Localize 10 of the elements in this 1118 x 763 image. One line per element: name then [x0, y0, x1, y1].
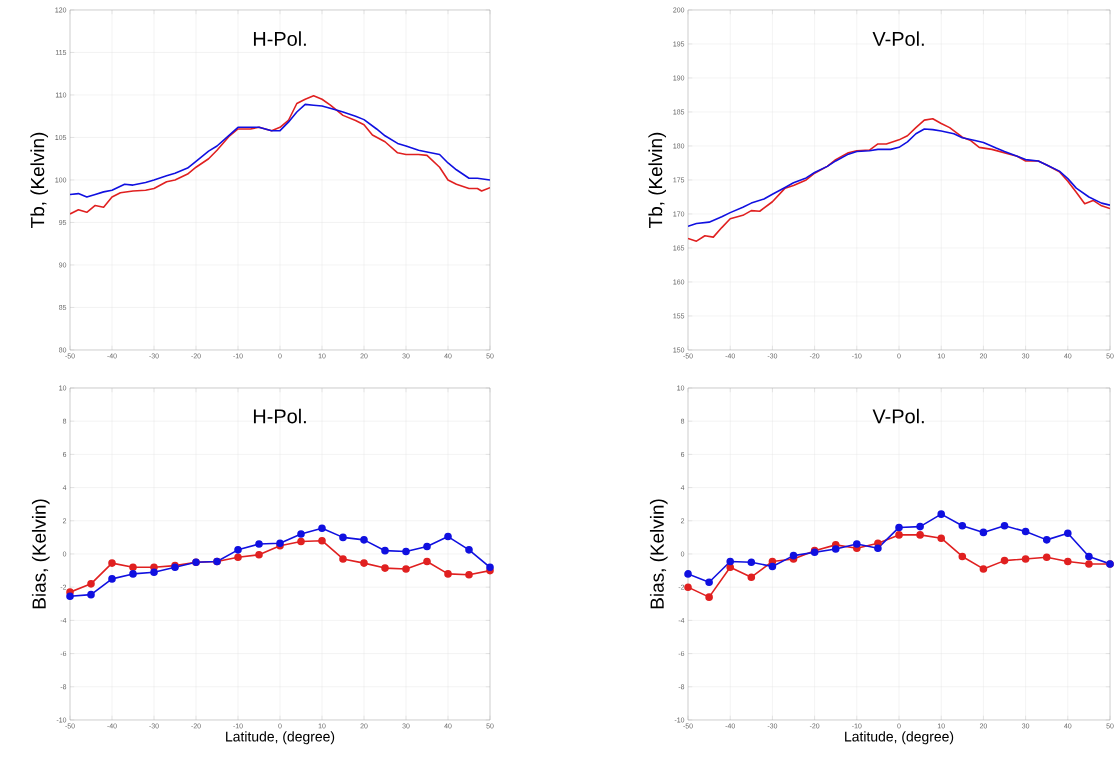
x-axis-title: Latitude, (degree) [845, 731, 954, 745]
text: V-Pol. [872, 408, 924, 424]
y-axis-title: Bias, (Kelvin) [31, 499, 50, 609]
x-axis-title: Latitude, (degree) [226, 731, 335, 745]
y-axis-title: Bias, (Kelvin) [649, 499, 668, 609]
y-axis-title: Tb, (Kelvin) [30, 132, 49, 228]
text: H-Pol. [253, 31, 306, 46]
text: V-Pol. [872, 31, 924, 46]
y-axis-title: Tb, (Kelvin) [648, 132, 667, 228]
text: H-Pol. [253, 408, 306, 424]
